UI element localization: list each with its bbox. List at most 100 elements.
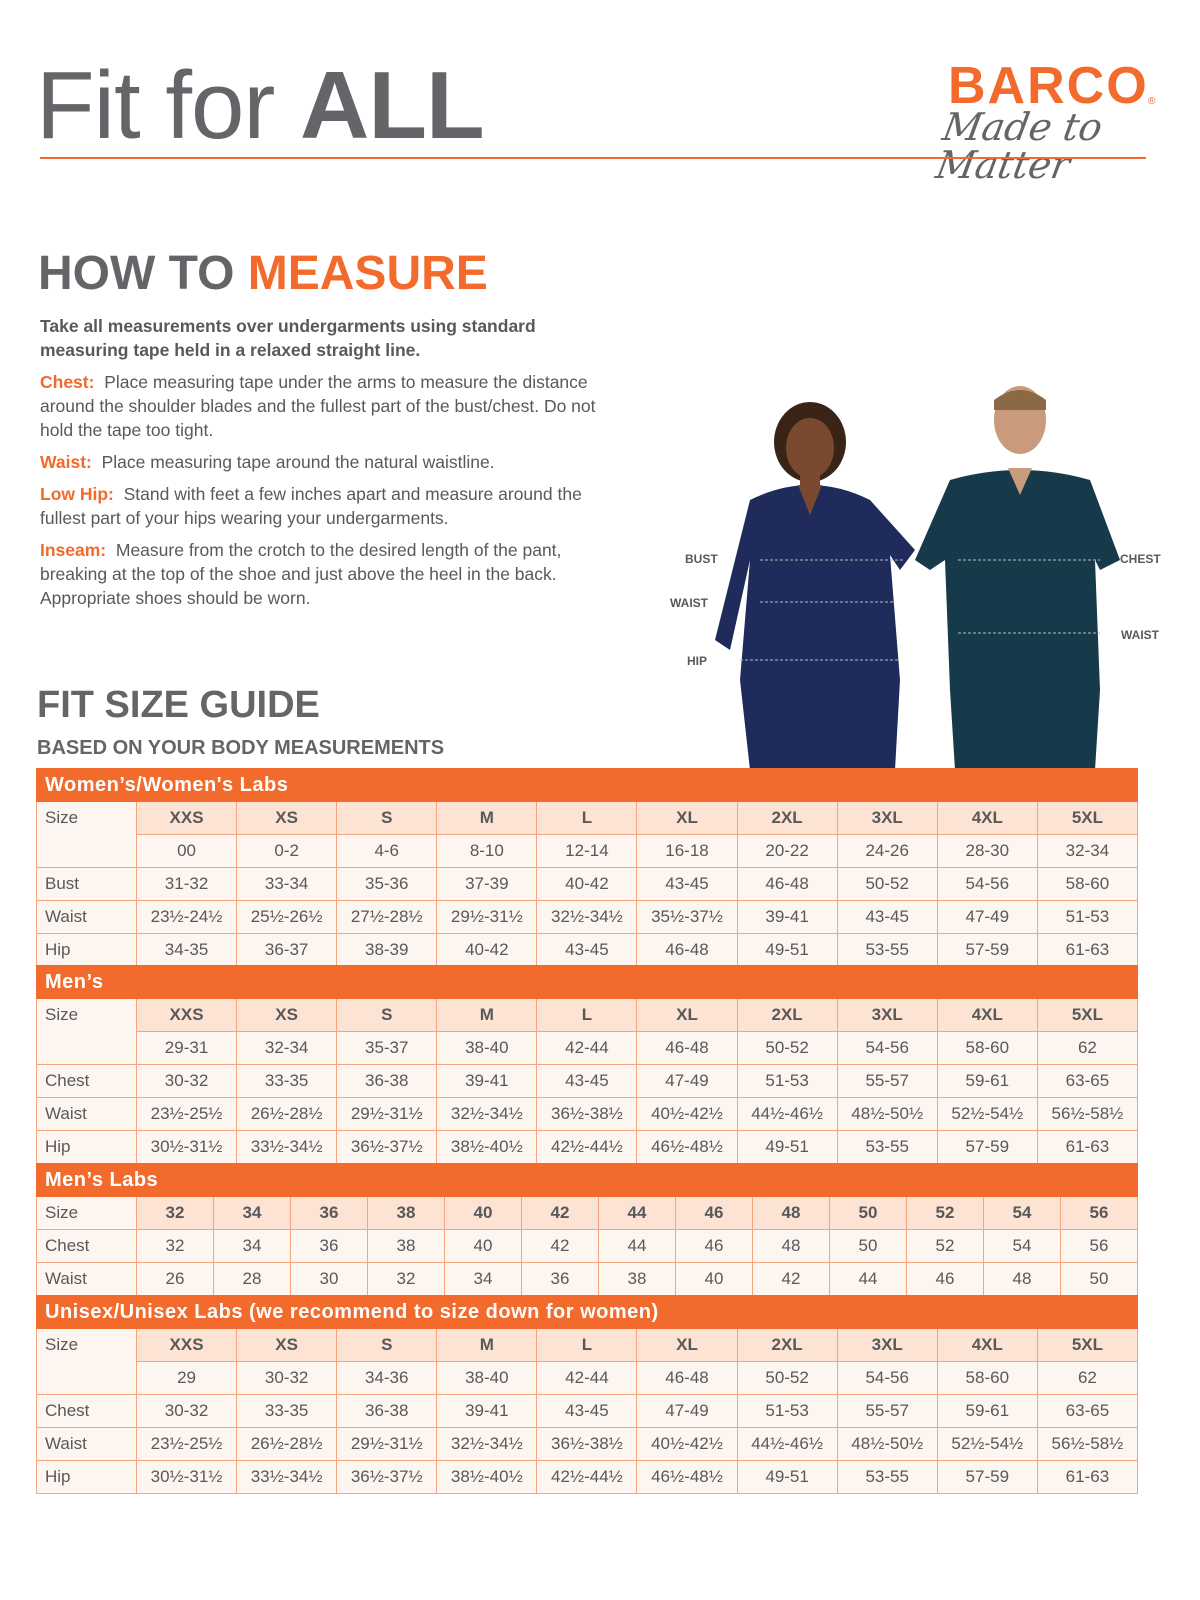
row-label: Waist — [36, 1097, 137, 1131]
bust-label: BUST — [685, 552, 718, 566]
row-label: Waist — [36, 1427, 137, 1461]
table-cell: 38-40 — [436, 1361, 538, 1395]
table-row: Bust 31-32 33-34 35-36 37-39 40-42 43-45 46-48 5… — [36, 867, 1139, 901]
table-cell: 32½-34½ — [436, 1097, 538, 1131]
table-cell: 63-65 — [1036, 1394, 1139, 1428]
table-cell: 47-49 — [636, 1064, 738, 1098]
table-cell: 46-48 — [636, 1031, 738, 1065]
table-cell: 53-55 — [836, 1460, 938, 1494]
table-cell: 48 — [752, 1229, 830, 1263]
table-cell: 50 — [829, 1229, 907, 1263]
chest-instruction: Chest: Place measuring tape under the ar… — [40, 370, 620, 442]
table-cell: 39-41 — [436, 1394, 538, 1428]
table-cell: 36 — [521, 1262, 599, 1296]
table-cell: 43-45 — [536, 1394, 638, 1428]
instruction-text: Place measuring tape around the natural … — [101, 452, 495, 472]
table-cell: 39-41 — [736, 900, 838, 934]
size-header-cell: S — [336, 998, 438, 1032]
size-header-cell: S — [336, 801, 438, 835]
table-cell: 44½-46½ — [736, 1427, 838, 1461]
size-header-cell: 52 — [906, 1196, 984, 1230]
waist-label-woman: WAIST — [670, 596, 708, 610]
table-cell: 55-57 — [836, 1394, 938, 1428]
table-cell: 36-38 — [336, 1064, 438, 1098]
row-label: Chest — [36, 1064, 137, 1098]
size-header-cell: M — [436, 998, 538, 1032]
row-label: Hip — [36, 933, 137, 967]
table-cell: 34 — [213, 1229, 291, 1263]
row-label: Hip — [36, 1130, 137, 1164]
size-header-cell: 40 — [444, 1196, 522, 1230]
table-row: Waist 23½-25½ 26½-28½ 29½-31½ 32½-34½ 36½-38½… — [36, 1097, 1139, 1131]
table-cell: 30-32 — [135, 1064, 238, 1098]
size-header-cell: 48 — [752, 1196, 830, 1230]
table-cell: 27½-28½ — [336, 900, 438, 934]
table-cell: 40 — [444, 1229, 522, 1263]
size-header-cell: 54 — [983, 1196, 1061, 1230]
table-cell: 42½-44½ — [536, 1130, 638, 1164]
table-section-title: Unisex/Unisex Labs (we recommend to size… — [36, 1295, 1138, 1329]
table-row: Waist 23½-24½ 25½-26½ 27½-28½ 29½-31½ 32½-34½… — [36, 900, 1139, 934]
size-header-cell: 2XL — [736, 801, 838, 835]
table-section-title: Men’s Labs — [36, 1163, 1138, 1197]
table-row: Size XXS XS S M L XL 2XL 3XL 4XL 5XL — [36, 801, 1139, 868]
table-cell: 54 — [983, 1229, 1061, 1263]
size-header-cell: M — [436, 1328, 538, 1362]
table-cell: 53-55 — [836, 933, 938, 967]
size-table: Men’s Labs Size 32 34 36 38 40 42 44 46 48 50 52 54 56… — [36, 1163, 1138, 1296]
table-cell: 23½-25½ — [135, 1427, 238, 1461]
size-header-cell: 42 — [521, 1196, 599, 1230]
table-cell: 48 — [983, 1262, 1061, 1296]
table-row: Hip 30½-31½ 33½-34½ 36½-37½ 38½-40½ 42½-44½ 46… — [36, 1130, 1139, 1164]
size-header-cell: L — [536, 801, 638, 835]
table-cell: 50-52 — [736, 1361, 838, 1395]
table-cell: 30½-31½ — [135, 1130, 238, 1164]
table-row: Size XXS XS S M L XL 2XL 3XL 4XL 5XL — [36, 998, 1139, 1065]
table-cell: 32 — [367, 1262, 445, 1296]
waist-instruction: Waist: Place measuring tape around the n… — [40, 450, 620, 474]
table-cell: 33-35 — [236, 1064, 338, 1098]
table-cell: 40 — [675, 1262, 753, 1296]
table-cell: 38½-40½ — [436, 1130, 538, 1164]
table-cell: 36½-37½ — [336, 1130, 438, 1164]
table-row: Hip 30½-31½ 33½-34½ 36½-37½ 38½-40½ 42½-44½ 46… — [36, 1460, 1139, 1494]
table-cell: 54-56 — [936, 867, 1038, 901]
hip-instruction: Low Hip: Stand with feet a few inches ap… — [40, 482, 620, 530]
size-header-cell: S — [336, 1328, 438, 1362]
table-cell: 40-42 — [536, 867, 638, 901]
size-header-cell: 4XL — [936, 998, 1038, 1032]
table-cell: 58-60 — [936, 1031, 1038, 1065]
size-header-cell: 3XL — [836, 998, 938, 1032]
instruction-label: Chest: — [40, 372, 95, 392]
table-cell: 34-36 — [336, 1361, 438, 1395]
table-cell: 52½-54½ — [936, 1097, 1038, 1131]
waist-label-man: WAIST — [1121, 628, 1159, 642]
table-cell: 61-63 — [1036, 1130, 1139, 1164]
table-cell: 32½-34½ — [436, 1427, 538, 1461]
table-cell: 57-59 — [936, 1130, 1038, 1164]
table-cell: 56½-58½ — [1036, 1097, 1139, 1131]
row-label: Size — [36, 998, 137, 1065]
size-header-cell: 5XL — [1036, 1328, 1139, 1362]
woman-figure — [715, 402, 915, 770]
table-row: Waist 26 28 30 32 34 36 38 40 42 44 46 48 50 — [36, 1262, 1138, 1296]
table-cell: 28-30 — [936, 834, 1038, 868]
table-cell: 29½-31½ — [336, 1427, 438, 1461]
size-header-cell: XS — [236, 1328, 338, 1362]
table-cell: 30 — [290, 1262, 368, 1296]
table-section-title: Men’s — [36, 965, 1138, 999]
table-cell: 48½-50½ — [836, 1427, 938, 1461]
title-bold: ALL — [300, 52, 485, 159]
table-cell: 38 — [367, 1229, 445, 1263]
instruction-label: Inseam: — [40, 540, 107, 560]
table-cell: 43-45 — [536, 933, 638, 967]
table-section-title: Women’s/Women's Labs — [36, 768, 1138, 802]
table-cell: 29 — [135, 1361, 238, 1395]
table-row: Chest 30-32 33-35 36-38 39-41 43-45 47-49 51-53… — [36, 1064, 1139, 1098]
instruction-label: Low Hip: — [40, 484, 114, 504]
size-header-cell: 3XL — [836, 801, 938, 835]
table-cell: 40-42 — [436, 933, 538, 967]
size-header-cell: 2XL — [736, 998, 838, 1032]
title-light: Fit for — [36, 52, 301, 159]
table-cell: 38-40 — [436, 1031, 538, 1065]
